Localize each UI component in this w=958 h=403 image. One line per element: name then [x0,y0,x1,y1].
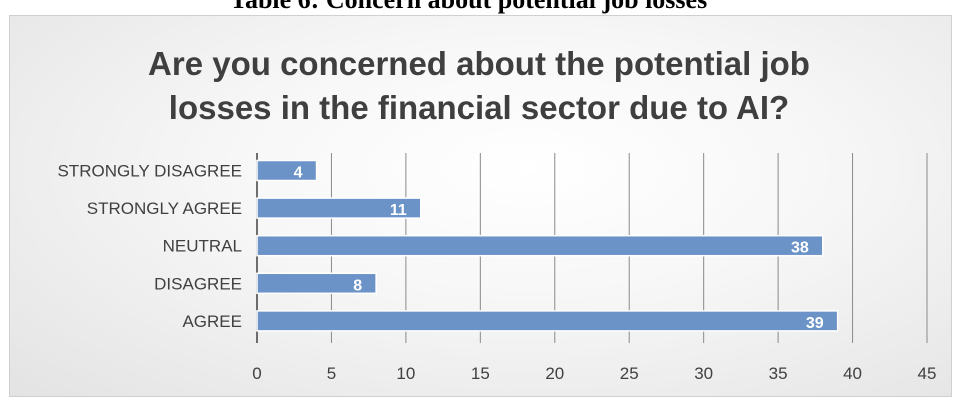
data-label: 4 [294,165,303,182]
data-label: 11 [390,202,407,219]
x-tick-label: 45 [918,364,937,383]
data-label: 38 [791,240,809,257]
bar [256,310,839,332]
bar [256,197,422,219]
x-tick-label: 10 [396,364,415,383]
x-tick-label: 15 [471,364,490,383]
category-label: STRONGLY DISAGREE [57,162,242,181]
x-tick-label: 25 [620,364,639,383]
chart-title-line-1: Are you concerned about the potential jo… [148,45,810,82]
x-tick-label: 35 [769,364,788,383]
x-tick-label: 5 [327,364,336,383]
x-tick-label: 40 [843,364,862,383]
category-label: STRONGLY AGREE [87,199,242,218]
bar [256,159,318,182]
category-label: AGREE [182,312,242,331]
bar [256,234,824,257]
chart-title-line-2: losses in the financial sector due to AI… [168,89,790,126]
bar [256,272,377,295]
x-tick-label: 20 [545,364,564,383]
header-fragment: Table 6: Concern about potential job los… [230,0,750,15]
category-label: DISAGREE [154,274,242,293]
chart-title: Are you concerned about the potential jo… [0,42,958,130]
x-tick-label: 0 [252,364,261,383]
x-tick-label: 30 [694,364,713,383]
category-label: NEUTRAL [163,237,242,256]
data-label: 8 [353,277,362,294]
data-label: 39 [806,315,824,332]
